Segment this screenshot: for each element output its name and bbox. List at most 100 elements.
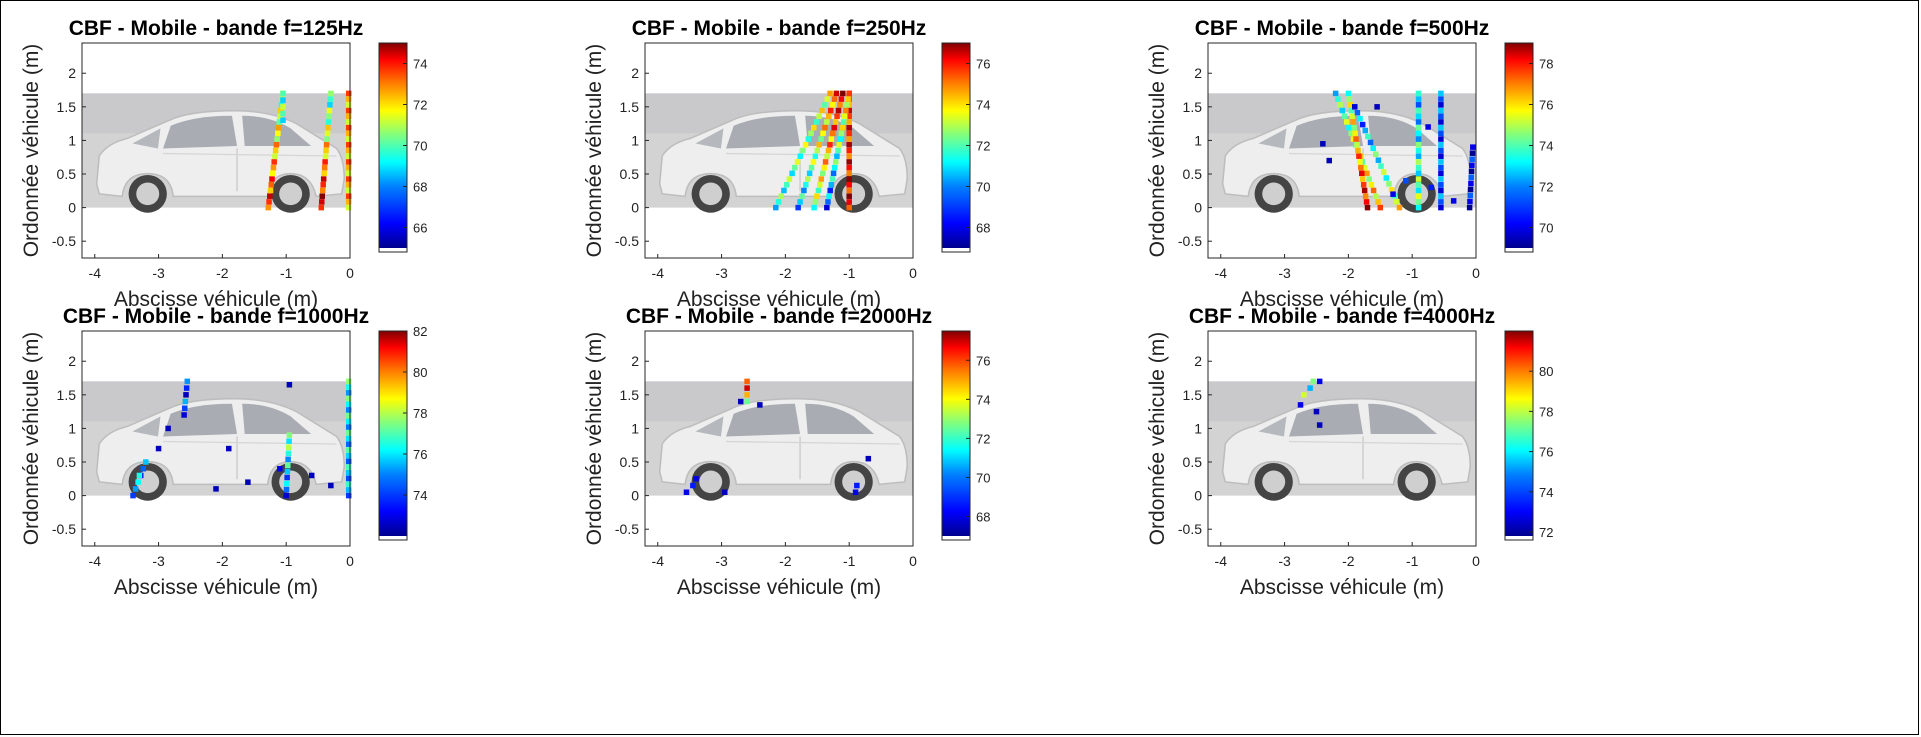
y-axis-label: Ordonnée véhicule (m) — [583, 332, 606, 546]
axes-box — [81, 330, 351, 547]
source-cell — [324, 130, 331, 137]
source-cell — [143, 459, 149, 465]
source-cell — [822, 124, 828, 131]
source-cell — [345, 187, 352, 194]
source-cell — [844, 102, 850, 108]
source-cell — [818, 176, 825, 182]
source-cell — [831, 96, 838, 102]
panel-3: -4 -3 -2 -1 0 -0.5 0 0.5 1 1.5 2 CBF - Mobile - ban… — [1146, 17, 1553, 311]
colorbar-tick-label: 74 — [413, 57, 427, 72]
source-cell — [824, 204, 830, 211]
source-cell — [1349, 113, 1355, 119]
colorbar-box — [1504, 42, 1534, 253]
source-point — [722, 489, 728, 495]
source-cell — [345, 458, 352, 465]
source-point — [683, 489, 690, 495]
colorbar-tick-label: 74 — [1539, 139, 1553, 154]
source-cell — [839, 124, 846, 131]
colorbar-tick-label: 72 — [976, 431, 990, 446]
y-tick-label: 1 — [68, 132, 76, 148]
source-cell — [283, 486, 290, 493]
colorbar-tick-label: 74 — [413, 488, 427, 503]
source-cell — [1359, 176, 1366, 182]
colorbar-tick-label: 80 — [413, 365, 427, 380]
source-cell — [345, 136, 352, 142]
source-cell — [1346, 124, 1352, 131]
y-tick-label: 1 — [631, 420, 639, 436]
source-cell — [183, 385, 190, 391]
source-cell — [841, 113, 848, 119]
source-cell — [1438, 147, 1444, 154]
source-cell — [1415, 199, 1422, 205]
source-cell — [810, 159, 817, 165]
colorbar-tick-label: 70 — [976, 180, 990, 195]
source-point — [1313, 408, 1320, 415]
source-cell — [846, 107, 852, 114]
source-cell — [284, 480, 290, 487]
colorbar-tick-label: 68 — [976, 221, 990, 236]
source-cell — [1438, 170, 1444, 177]
source-cell — [1373, 193, 1379, 199]
source-cell — [1438, 142, 1444, 148]
source-cell — [821, 102, 828, 108]
source-cell — [1415, 142, 1422, 148]
x-tick-label: -1 — [843, 265, 856, 281]
source-cell — [1468, 180, 1474, 187]
x-axis-label: Abscisse véhicule (m) — [1240, 576, 1444, 599]
x-tick-label: -1 — [1406, 265, 1419, 281]
source-cell — [320, 182, 326, 188]
x-tick-label: 0 — [909, 265, 917, 281]
source-cell — [1332, 90, 1339, 97]
source-cell — [1394, 198, 1400, 205]
y-tick-label: -0.5 — [52, 521, 76, 537]
source-cell — [744, 385, 750, 391]
x-tick-label: -4 — [89, 265, 102, 281]
source-cell — [1348, 130, 1355, 137]
colorbar-tick-label: 76 — [976, 57, 990, 72]
source-cell — [345, 475, 352, 482]
source-cell — [1337, 102, 1343, 108]
colorbar — [1505, 43, 1533, 248]
source-cell — [1415, 153, 1422, 159]
colorbar-box — [378, 330, 408, 541]
source-cell — [1359, 170, 1365, 177]
source-cell — [744, 398, 750, 405]
source-cell — [1415, 102, 1422, 108]
panel-1: -4 -3 -2 -1 0 -0.5 0 0.5 1 1.5 2 CBF - Mobile - ban… — [20, 17, 427, 311]
source-cell — [323, 142, 330, 148]
y-tick-label: 2 — [631, 353, 639, 369]
x-tick-label: -4 — [652, 553, 665, 569]
source-cell — [1386, 181, 1392, 187]
source-cell — [1358, 164, 1364, 171]
x-tick-label: 0 — [909, 553, 917, 569]
source-cell — [838, 130, 845, 137]
source-cell — [834, 153, 840, 159]
source-cell — [345, 424, 352, 430]
source-point — [308, 472, 315, 479]
source-cell — [846, 193, 852, 199]
colorbar-tick-label: 74 — [976, 392, 990, 407]
y-tick-label: 1.5 — [1183, 387, 1203, 403]
source-cell — [775, 199, 782, 205]
source-cell — [846, 164, 852, 171]
axes-box — [81, 42, 351, 259]
panel-title: CBF - Mobile - bande f=250Hz — [632, 17, 927, 40]
source-cell — [840, 119, 847, 125]
source-point — [1403, 177, 1409, 184]
source-cell — [827, 107, 834, 114]
y-tick-label: 1 — [1194, 132, 1202, 148]
x-tick-label: -4 — [89, 553, 102, 569]
source-point — [1374, 104, 1380, 110]
panel-title: CBF - Mobile - bande f=2000Hz — [626, 305, 932, 328]
source-cell — [286, 432, 293, 438]
axes-box — [1207, 42, 1477, 259]
colorbar-tick-label: 78 — [1539, 404, 1553, 419]
x-tick-label: -1 — [280, 265, 293, 281]
source-cell — [322, 153, 329, 159]
source-cell — [1348, 107, 1355, 114]
colorbar-tick-label: 66 — [413, 221, 427, 236]
source-point — [852, 489, 859, 495]
colorbar — [942, 43, 970, 248]
colorbar — [1505, 331, 1533, 536]
